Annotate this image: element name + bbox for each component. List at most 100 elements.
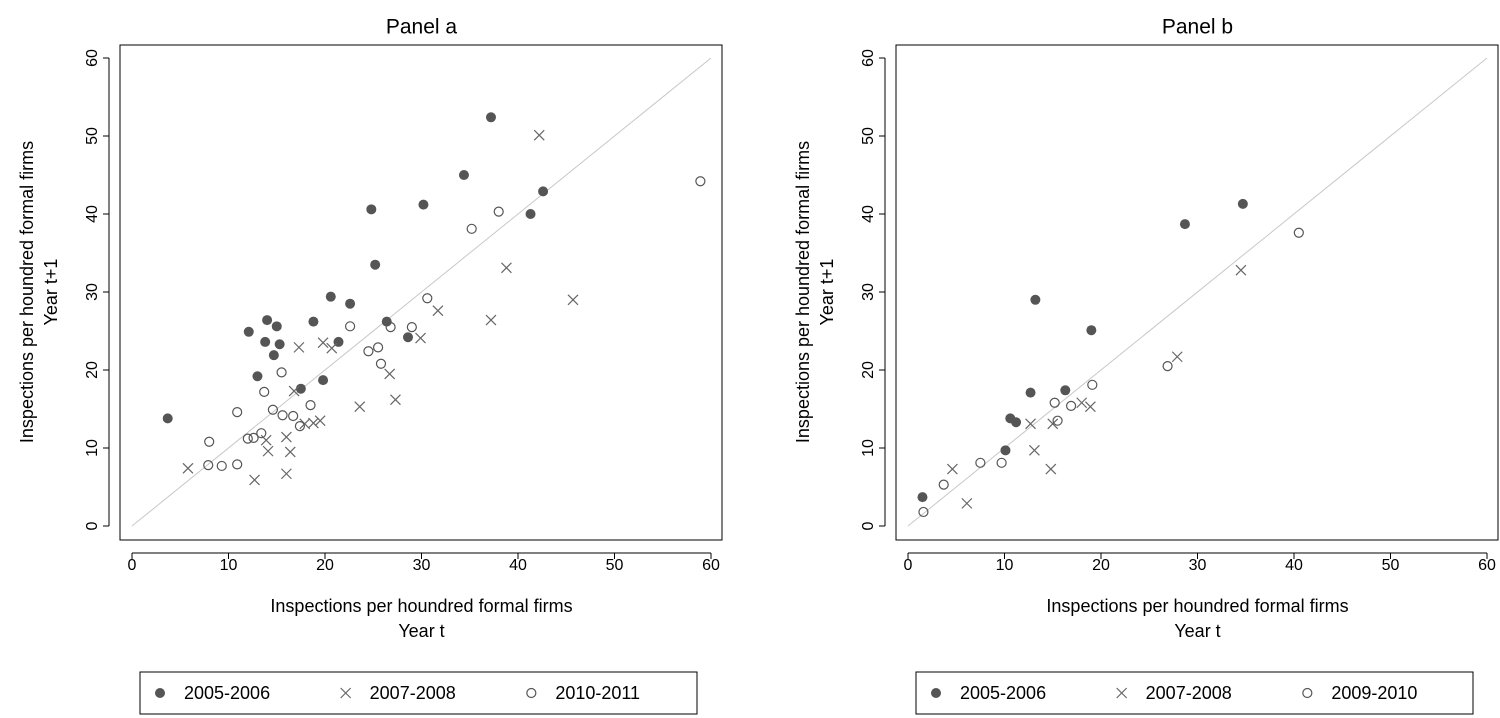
y-tick-label: 20 <box>860 361 877 379</box>
marker-stroke <box>1047 418 1059 430</box>
point <box>1086 325 1097 336</box>
diagonal-line <box>131 57 712 527</box>
legend-marker <box>1302 687 1313 699</box>
point <box>370 259 381 270</box>
marker-stroke <box>1171 351 1183 363</box>
point <box>262 315 273 326</box>
point <box>1171 351 1183 363</box>
x-tick-label: 50 <box>606 557 624 574</box>
marker-stroke <box>326 342 338 354</box>
y-axis-label: Inspections per houndred formal firms <box>17 141 37 443</box>
x-axis-label: Inspections per houndred formal firms <box>1046 596 1348 616</box>
y-tick-label: 30 <box>84 283 101 301</box>
point <box>271 321 282 332</box>
point <box>402 332 413 343</box>
point <box>268 350 279 361</box>
point <box>252 371 263 382</box>
point <box>961 497 973 509</box>
point <box>372 342 384 353</box>
point <box>232 407 243 418</box>
plot-frame <box>119 44 723 541</box>
point <box>1060 385 1071 396</box>
point <box>1045 463 1057 475</box>
point <box>432 305 444 317</box>
y-tick-label: 20 <box>84 361 101 379</box>
point <box>1011 417 1022 428</box>
point <box>325 291 336 302</box>
point <box>1000 445 1011 456</box>
y-tick-label: 40 <box>84 205 101 223</box>
point <box>375 358 387 369</box>
y-tick-label: 50 <box>84 127 101 145</box>
marker-stroke <box>946 463 958 475</box>
marker-stroke <box>317 337 329 349</box>
y-tick-label: 60 <box>84 49 101 67</box>
marker-stroke <box>299 418 311 430</box>
marker-stroke <box>340 687 352 699</box>
legend-label: 2010-2011 <box>555 683 640 703</box>
point <box>363 346 374 357</box>
point <box>975 457 986 468</box>
point <box>267 404 278 415</box>
x-tick-label: 10 <box>220 557 238 574</box>
x-tick-label: 30 <box>413 557 431 574</box>
point <box>288 385 300 397</box>
x-axis-label: Year t <box>398 621 444 641</box>
x-tick-label: 20 <box>316 557 334 574</box>
marker-stroke <box>307 417 319 429</box>
x-tick-label: 20 <box>1092 557 1110 574</box>
point <box>1237 198 1248 209</box>
point <box>260 336 271 347</box>
marker-stroke <box>182 462 194 474</box>
point <box>276 367 287 378</box>
x-axis-label: Year t <box>1174 621 1220 641</box>
y-tick-label: 30 <box>860 283 877 301</box>
point <box>307 417 319 429</box>
point <box>1293 227 1304 238</box>
marker-stroke <box>384 368 396 380</box>
point <box>485 112 496 123</box>
point <box>288 410 299 422</box>
legend-label: 2007-2008 <box>1146 683 1232 703</box>
marker-stroke <box>1116 687 1128 699</box>
marker-stroke <box>533 129 545 141</box>
marker-stroke <box>1045 463 1057 475</box>
point <box>317 337 329 349</box>
marker-stroke <box>1235 264 1247 276</box>
point <box>243 326 254 337</box>
point <box>204 436 215 447</box>
point <box>406 322 417 333</box>
point <box>695 176 706 187</box>
point <box>1065 400 1077 411</box>
y-tick-label: 60 <box>860 49 877 67</box>
marker-stroke <box>260 434 272 446</box>
point <box>232 459 243 470</box>
panel-title: Panel b <box>1162 16 1233 39</box>
legend-box <box>915 671 1474 715</box>
point <box>280 431 292 443</box>
point <box>1049 397 1060 408</box>
point <box>216 460 227 472</box>
point <box>242 433 253 444</box>
point <box>418 199 429 210</box>
y-tick-label: 50 <box>860 127 877 145</box>
x-tick-label: 10 <box>996 557 1014 574</box>
legend-marker <box>526 687 537 699</box>
point <box>260 434 272 446</box>
y-tick-label: 10 <box>84 439 101 457</box>
point <box>1179 219 1190 230</box>
point <box>918 506 929 518</box>
point <box>1052 415 1063 426</box>
point <box>308 316 319 327</box>
point <box>422 293 433 304</box>
marker-stroke <box>1084 401 1096 413</box>
marker-stroke <box>567 294 579 306</box>
marker-stroke <box>293 341 305 353</box>
marker-stroke <box>288 385 300 397</box>
point <box>203 460 214 471</box>
marker-stroke <box>249 474 260 486</box>
point <box>385 322 396 333</box>
point <box>314 415 326 427</box>
panel-title: Panel a <box>386 16 458 39</box>
